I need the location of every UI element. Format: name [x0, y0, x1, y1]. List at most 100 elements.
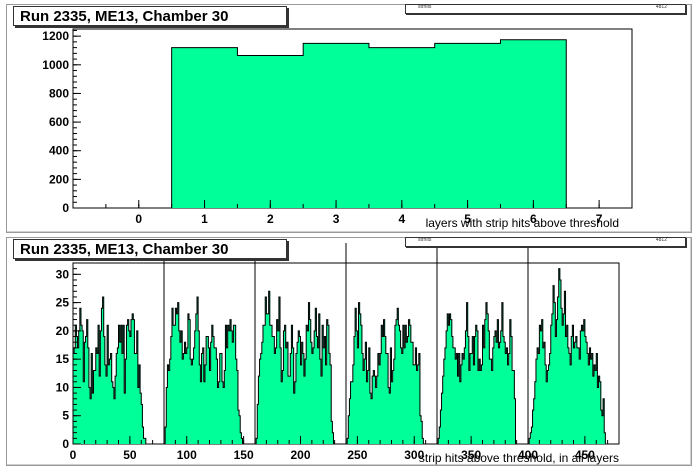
histogram-bar [125, 359, 127, 444]
stats-label: strhits [418, 4, 432, 10]
x-tick-label: 3 [333, 212, 340, 226]
histogram-bar [443, 359, 446, 444]
histogram-bar [109, 359, 111, 444]
histogram-bar [465, 330, 467, 444]
histogram-bar [92, 393, 94, 444]
histogram-bar [385, 353, 388, 444]
histogram-bar [186, 347, 189, 444]
histogram-bar [108, 364, 110, 444]
top-histogram-pad: 0 200 400 600 800 1000 1200 0 1 2 3 4 5 6 7 layers with… [6, 4, 692, 233]
histogram-bar [562, 325, 564, 444]
x-tick-label: 7 [596, 212, 603, 226]
histogram-bar [169, 359, 172, 444]
histogram-bar [386, 353, 389, 444]
histogram-bar [214, 347, 216, 444]
histogram-bar [489, 359, 491, 444]
histogram-bar [298, 330, 300, 444]
histogram-bar [572, 325, 574, 444]
histogram-bar [290, 353, 292, 444]
x-axis-title: strip hits above threshold, in all layer… [419, 451, 619, 465]
histogram-bar [547, 370, 549, 444]
x-tick-label: 300 [404, 448, 424, 462]
histogram-bar [111, 381, 114, 444]
histogram-bar [215, 347, 217, 444]
histogram-bar [417, 364, 420, 444]
histogram-bar [583, 319, 586, 444]
histogram-bar [599, 381, 602, 444]
histogram-bar [360, 325, 363, 444]
histogram-bar [574, 342, 577, 444]
histogram-bar [178, 330, 181, 444]
histogram-bar [600, 410, 603, 444]
chart-title: Run 2335, ME13, Chamber 30 [13, 6, 287, 26]
histogram-bars [73, 268, 606, 444]
histogram-bar [132, 313, 134, 444]
histogram-bar [592, 376, 595, 444]
histogram-bar [297, 342, 299, 444]
histogram-bar [262, 325, 265, 444]
histogram-bar [506, 347, 508, 444]
histogram-bar [487, 313, 489, 444]
x-tick-label: 350 [461, 448, 481, 462]
histogram-bar [350, 381, 353, 444]
histogram-bar [548, 364, 551, 444]
histogram-bar [183, 353, 185, 444]
histogram-bar [181, 330, 183, 444]
histogram-bar [444, 347, 447, 444]
histogram-bar [225, 325, 227, 444]
histogram-bar [349, 398, 351, 444]
histogram-bar [278, 296, 281, 444]
histogram-bar [294, 381, 297, 444]
histogram-bar [474, 336, 477, 444]
histogram-bar [543, 342, 546, 444]
histogram-bar [275, 347, 278, 444]
histogram-bar [499, 342, 502, 444]
histogram-bar [496, 342, 498, 444]
x-tick-label: 6 [530, 212, 537, 226]
histogram-bar [601, 415, 604, 444]
histogram-bar [228, 330, 231, 444]
histogram-bar [405, 325, 407, 444]
histogram-bar [272, 336, 274, 444]
histogram-bar [295, 353, 298, 444]
histogram-bar [265, 296, 267, 444]
histogram-bar [168, 370, 171, 444]
stats-box: strhits 4812 [405, 237, 686, 247]
histogram-bar [400, 347, 403, 444]
histogram-bar [580, 330, 582, 444]
x-tick-label: 2 [267, 212, 274, 226]
histogram-bar [224, 370, 226, 444]
histogram-bar [446, 330, 448, 444]
histogram-bar [305, 359, 307, 444]
histogram-bar [485, 302, 488, 444]
histogram-bar [504, 342, 506, 444]
y-tick-label: 200 [49, 172, 69, 186]
histogram-bar [546, 381, 548, 444]
histogram-bar [101, 308, 103, 444]
histogram-outline [72, 268, 619, 445]
histogram-bar [492, 347, 495, 444]
x-tick-label: 50 [123, 448, 137, 462]
histogram-bar [261, 342, 264, 444]
histogram-bar [388, 387, 390, 444]
x-tick-label: 5 [464, 212, 471, 226]
histogram-bar [364, 359, 366, 444]
histogram-bar [79, 308, 82, 444]
histogram-bar [363, 370, 365, 444]
histogram-bar [571, 336, 573, 444]
y-tick-label: 5 [62, 409, 69, 423]
histogram-bar [595, 370, 597, 444]
histogram-bar [495, 330, 497, 444]
histogram-bar [477, 370, 480, 444]
histogram-bar [315, 308, 317, 444]
histogram-bar [502, 336, 505, 444]
histogram-bar [491, 370, 494, 444]
histogram-bar [323, 347, 325, 444]
histogram-bar [469, 353, 472, 444]
histogram-bar [83, 381, 85, 444]
histogram-bar [301, 342, 304, 444]
histogram-bar [80, 325, 83, 444]
histogram-bar [96, 353, 99, 444]
histogram-bar [584, 336, 587, 444]
histogram-bar [103, 336, 106, 444]
